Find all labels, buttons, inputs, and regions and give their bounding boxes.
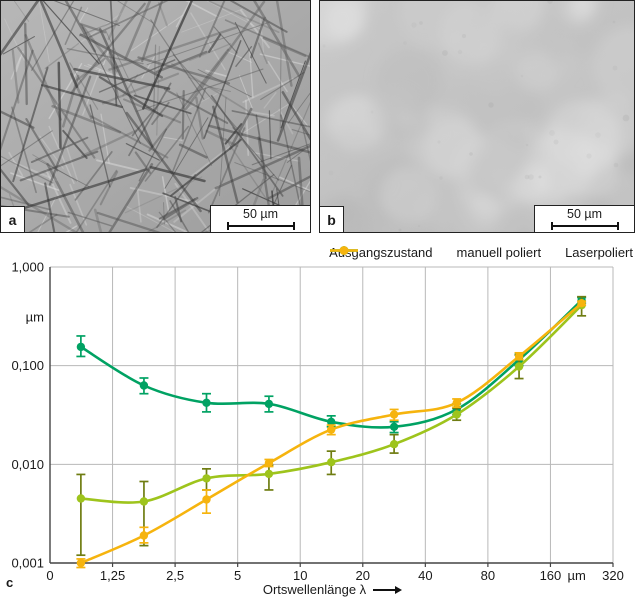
x-tick-label: 20 [356, 568, 370, 583]
legend-label: manuell poliert [456, 245, 542, 260]
micrograph-panel-b: b 50 µm [319, 0, 635, 233]
x-axis-title: Ortswellenlänge λ [230, 582, 430, 597]
data-point [389, 422, 399, 431]
x-tick-label: 1,25 [100, 568, 125, 583]
chart-legend: Ausgangszustand manuell poliert Laserpolie… [329, 245, 633, 260]
x-tick-label: 160 [540, 568, 562, 583]
series-line-ausgangszustand [79, 299, 583, 429]
data-point [577, 299, 586, 308]
data-point [514, 352, 524, 361]
scale-bar-line-a [226, 222, 295, 230]
data-point [327, 417, 336, 426]
data-point [389, 440, 399, 449]
data-point [139, 497, 149, 506]
data-point [76, 494, 86, 503]
x-tick-label: 40 [418, 568, 432, 583]
x-tick-label: 2,5 [166, 568, 184, 583]
x-axis-arrow-icon [373, 585, 403, 594]
x-tick-label: 10 [293, 568, 307, 583]
x-tick-label: µm [568, 568, 586, 583]
data-point [264, 399, 274, 409]
micrograph-b-texture [320, 1, 634, 232]
data-point [389, 410, 399, 419]
roughness-plot: 0 1,25 2,5 5 10 20 40 80 160 µm 320 1,000 µm 0,100 0,0… [11, 260, 624, 584]
data-point [264, 458, 274, 468]
data-point [76, 342, 86, 352]
micrograph-panel-a: a 50 µm [0, 0, 311, 233]
legend-label: Ausgangszustand [329, 245, 433, 260]
legend-item: manuell poliert [330, 245, 542, 260]
scale-bar-line-b [550, 222, 619, 230]
data-point [76, 558, 86, 568]
data-point [327, 458, 336, 467]
panel-label-c: c [6, 575, 14, 590]
scale-bar-box-a: 50 µm [210, 205, 310, 232]
roughness-chart-panel: 0 1,25 2,5 5 10 20 40 80 160 µm 320 1,000 µm 0,100 0,0… [0, 243, 635, 600]
legend-label: Laserpoliert [565, 245, 633, 260]
x-tick-label: 80 [481, 568, 495, 583]
y-tick-label: 0,001 [11, 556, 44, 571]
y-tick-label: µm [26, 310, 44, 325]
series-line-manuell-poliert [79, 303, 583, 504]
y-tick-label: 0,100 [11, 358, 44, 373]
data-point [202, 398, 211, 407]
micrograph-a-texture [1, 1, 310, 232]
data-point [452, 398, 461, 407]
data-point [264, 469, 274, 479]
x-tick-label: 0 [46, 568, 53, 583]
y-tick-label: 0,010 [11, 457, 44, 472]
x-tick-label: 5 [234, 568, 241, 583]
legend-item: Laserpoliert [330, 245, 633, 260]
scale-bar-label-a: 50 µm [243, 207, 278, 221]
x-tick-label: 320 [602, 568, 624, 583]
data-point [139, 381, 149, 390]
panel-label-a: a [1, 206, 25, 232]
scale-bar-label-b: 50 µm [567, 207, 602, 221]
data-point [202, 474, 211, 483]
data-point [452, 410, 461, 419]
panel-label-b: b [320, 206, 344, 232]
data-point [202, 495, 211, 504]
data-point [139, 531, 149, 540]
y-tick-label: 1,000 [11, 260, 44, 275]
scale-bar-box-b: 50 µm [534, 205, 634, 232]
data-point [514, 362, 524, 371]
legend-marker-icon [330, 246, 359, 255]
data-point [327, 425, 336, 434]
